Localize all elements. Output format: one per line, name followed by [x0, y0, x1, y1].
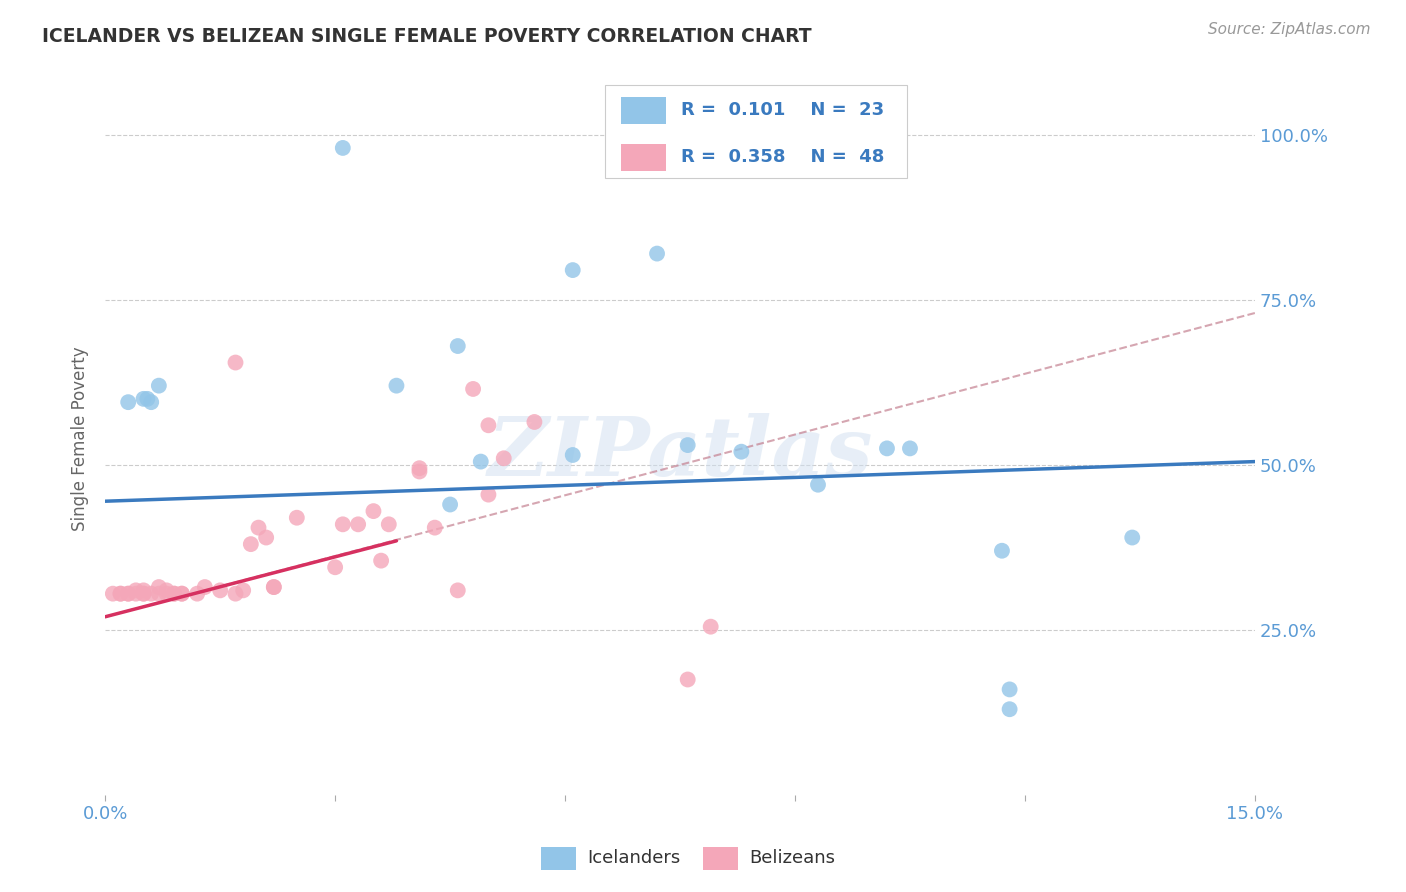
Point	[132, 587, 155, 601]
Point	[263, 580, 285, 594]
Text: ZIPatlas: ZIPatlas	[488, 413, 873, 492]
Point	[998, 702, 1021, 716]
Point	[447, 339, 470, 353]
Point	[470, 454, 492, 468]
Point	[170, 587, 193, 601]
Point	[117, 587, 139, 601]
Point	[408, 465, 430, 479]
Point	[285, 510, 308, 524]
Point	[125, 583, 148, 598]
Point	[477, 418, 499, 433]
Point	[898, 442, 921, 456]
Point	[155, 587, 177, 601]
Text: Icelanders: Icelanders	[588, 849, 681, 867]
Point	[225, 355, 247, 369]
Point	[163, 587, 186, 601]
Point	[561, 448, 583, 462]
Text: R =  0.101    N =  23: R = 0.101 N = 23	[681, 102, 883, 120]
Point	[209, 583, 232, 598]
Point	[876, 442, 898, 456]
Point	[155, 583, 177, 598]
Point	[699, 620, 721, 634]
Point	[101, 587, 124, 601]
Point	[170, 587, 193, 601]
Text: R =  0.358    N =  48: R = 0.358 N = 48	[681, 148, 884, 166]
Point	[363, 504, 385, 518]
Point	[807, 477, 830, 491]
Point	[225, 587, 247, 601]
Point	[247, 521, 270, 535]
Point	[645, 246, 668, 260]
Point	[523, 415, 546, 429]
Point	[991, 543, 1014, 558]
Text: ICELANDER VS BELIZEAN SINGLE FEMALE POVERTY CORRELATION CHART: ICELANDER VS BELIZEAN SINGLE FEMALE POVE…	[42, 27, 811, 45]
Text: Belizeans: Belizeans	[749, 849, 835, 867]
Point	[385, 378, 408, 392]
Point	[117, 395, 139, 409]
Point	[370, 554, 392, 568]
Point	[323, 560, 346, 574]
Point	[332, 517, 354, 532]
Point	[347, 517, 370, 532]
Point	[163, 587, 186, 601]
Point	[132, 392, 155, 406]
Point	[136, 392, 159, 406]
Point	[254, 531, 277, 545]
Point	[998, 682, 1021, 697]
Point	[378, 517, 401, 532]
Point	[676, 438, 699, 452]
Point	[186, 587, 208, 601]
Point	[148, 580, 170, 594]
Point	[141, 587, 163, 601]
Point	[461, 382, 484, 396]
Point	[477, 487, 499, 501]
Point	[132, 583, 155, 598]
Point	[561, 263, 583, 277]
Point	[814, 147, 837, 161]
Point	[194, 580, 217, 594]
Point	[239, 537, 262, 551]
Point	[408, 461, 430, 475]
Point	[423, 521, 446, 535]
Point	[232, 583, 254, 598]
Point	[110, 587, 132, 601]
Point	[148, 378, 170, 392]
Point	[676, 673, 699, 687]
Point	[439, 498, 461, 512]
Point	[263, 580, 285, 594]
Point	[141, 395, 163, 409]
Point	[492, 451, 515, 466]
Text: Source: ZipAtlas.com: Source: ZipAtlas.com	[1208, 22, 1371, 37]
Point	[447, 583, 470, 598]
Point	[730, 444, 752, 458]
Point	[148, 587, 170, 601]
Point	[132, 587, 155, 601]
Y-axis label: Single Female Poverty: Single Female Poverty	[72, 346, 89, 531]
Point	[332, 141, 354, 155]
Point	[1121, 531, 1143, 545]
Point	[125, 587, 148, 601]
Point	[117, 587, 139, 601]
Point	[110, 587, 132, 601]
